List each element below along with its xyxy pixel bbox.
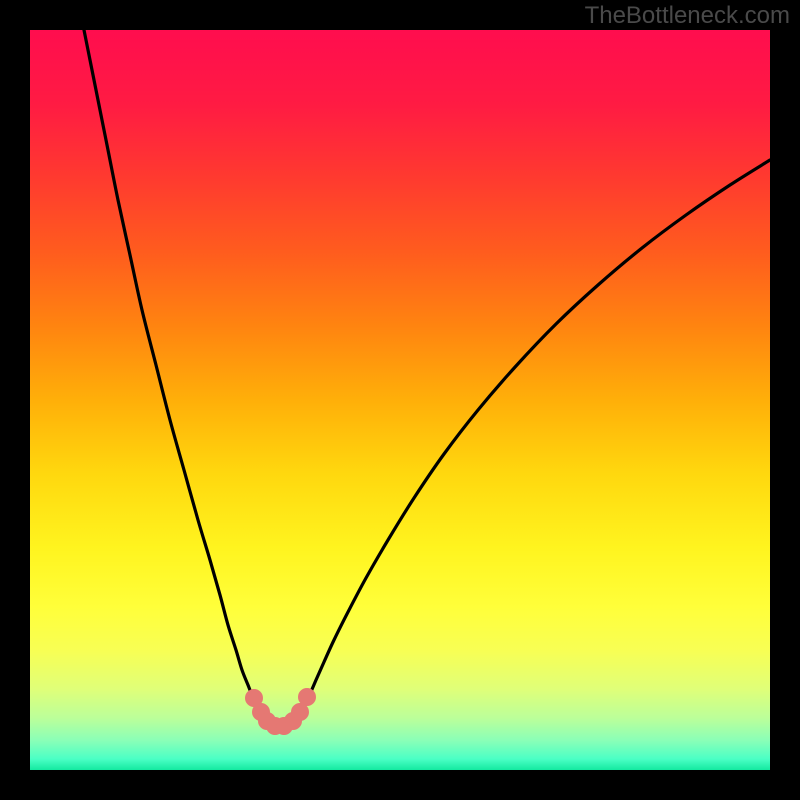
chart-plot-area bbox=[30, 30, 770, 770]
gradient-background bbox=[30, 30, 770, 770]
valley-marker bbox=[292, 704, 309, 721]
valley-marker bbox=[299, 689, 316, 706]
chart-svg bbox=[30, 30, 770, 770]
watermark-text: TheBottleneck.com bbox=[585, 2, 790, 30]
